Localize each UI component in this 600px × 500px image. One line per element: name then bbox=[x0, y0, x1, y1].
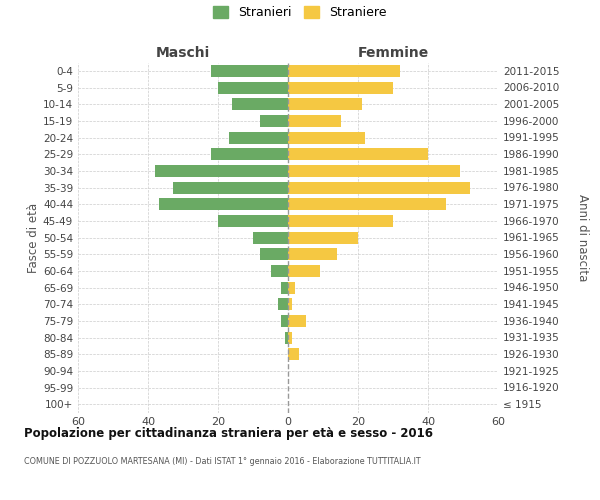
Bar bbox=[260, 248, 288, 260]
Bar bbox=[158, 198, 288, 210]
Bar bbox=[288, 132, 365, 143]
Bar bbox=[253, 232, 288, 243]
Y-axis label: Fasce di età: Fasce di età bbox=[27, 202, 40, 272]
Bar bbox=[288, 282, 295, 294]
Bar bbox=[288, 248, 337, 260]
Bar bbox=[211, 148, 288, 160]
Bar bbox=[173, 182, 288, 194]
Bar bbox=[288, 315, 305, 327]
Bar bbox=[155, 165, 288, 177]
Bar bbox=[288, 182, 470, 194]
Bar bbox=[288, 265, 320, 277]
Bar bbox=[284, 332, 288, 344]
Bar bbox=[288, 148, 428, 160]
Bar bbox=[288, 215, 393, 227]
Text: COMUNE DI POZZUOLO MARTESANA (MI) - Dati ISTAT 1° gennaio 2016 - Elaborazione TU: COMUNE DI POZZUOLO MARTESANA (MI) - Dati… bbox=[24, 458, 421, 466]
Bar bbox=[218, 82, 288, 94]
Bar bbox=[288, 82, 393, 94]
Bar bbox=[288, 65, 400, 77]
Bar bbox=[288, 198, 445, 210]
Bar bbox=[218, 215, 288, 227]
Bar bbox=[288, 115, 341, 127]
Bar bbox=[288, 332, 292, 344]
Bar bbox=[281, 282, 288, 294]
Legend: Stranieri, Straniere: Stranieri, Straniere bbox=[213, 6, 387, 19]
Bar bbox=[260, 115, 288, 127]
Text: Popolazione per cittadinanza straniera per età e sesso - 2016: Popolazione per cittadinanza straniera p… bbox=[24, 428, 433, 440]
Bar bbox=[288, 98, 361, 110]
Bar bbox=[288, 165, 460, 177]
Bar bbox=[288, 298, 292, 310]
Bar bbox=[288, 348, 299, 360]
Bar bbox=[229, 132, 288, 143]
Bar bbox=[281, 315, 288, 327]
Bar bbox=[211, 65, 288, 77]
Bar bbox=[271, 265, 288, 277]
Bar bbox=[277, 298, 288, 310]
Bar bbox=[288, 232, 358, 243]
Text: Maschi: Maschi bbox=[156, 46, 210, 60]
Y-axis label: Anni di nascita: Anni di nascita bbox=[576, 194, 589, 281]
Bar bbox=[232, 98, 288, 110]
Text: Femmine: Femmine bbox=[358, 46, 428, 60]
